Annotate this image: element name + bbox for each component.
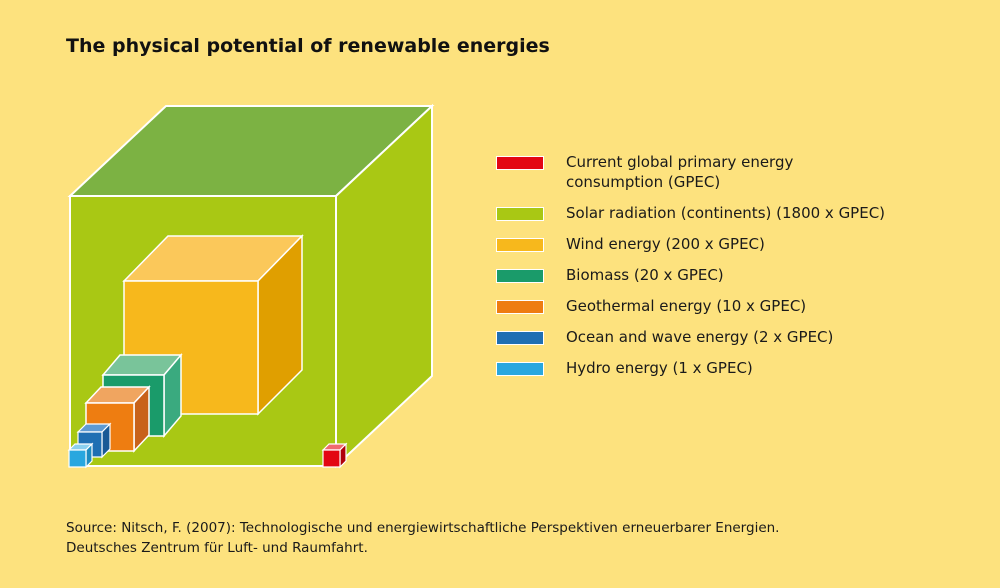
hydro-cube-front [68, 449, 87, 468]
page-title: The physical potential of renewable ener… [66, 35, 550, 57]
legend-item-wind: Wind energy (200 x GPEC) [496, 234, 966, 254]
legend-item-biomass: Biomass (20 x GPEC) [496, 265, 966, 285]
hydro-cube [67, 442, 94, 469]
source-line: Deutsches Zentrum für Luft- und Raumfahr… [66, 540, 368, 556]
legend-label: Solar radiation (continents) (1800 x GPE… [566, 204, 886, 222]
legend-swatch [496, 207, 544, 221]
source-note: Source: Nitsch, F. (2007): Technologisch… [66, 518, 779, 558]
legend-label: Geothermal energy (10 x GPEC) [566, 297, 807, 315]
legend-label: Current global primary energy [566, 153, 794, 171]
legend: Current global primary energy consumptio… [496, 152, 966, 389]
legend-swatch [496, 156, 544, 170]
legend-swatch [496, 362, 544, 376]
legend-swatch [496, 331, 544, 345]
legend-item-ocean: Ocean and wave energy (2 x GPEC) [496, 327, 966, 347]
source-line: Source: Nitsch, F. (2007): Technologisch… [66, 520, 780, 536]
gpec-cube-front [322, 449, 341, 468]
legend-label: Ocean and wave energy (2 x GPEC) [566, 328, 834, 346]
legend-item-solar: Solar radiation (continents) (1800 x GPE… [496, 203, 966, 223]
legend-swatch [496, 269, 544, 283]
legend-item-hydro: Hydro energy (1 x GPEC) [496, 358, 966, 378]
legend-label: consumption (GPEC) [566, 173, 721, 191]
legend-label: Wind energy (200 x GPEC) [566, 235, 765, 253]
legend-swatch [496, 238, 544, 252]
gpec-cube [321, 442, 348, 469]
legend-label: Biomass (20 x GPEC) [566, 266, 724, 284]
legend-swatch [496, 300, 544, 314]
legend-item-gpec: Current global primary energy consumptio… [496, 152, 966, 192]
legend-label: Hydro energy (1 x GPEC) [566, 359, 753, 377]
legend-item-geothermal: Geothermal energy (10 x GPEC) [496, 296, 966, 316]
